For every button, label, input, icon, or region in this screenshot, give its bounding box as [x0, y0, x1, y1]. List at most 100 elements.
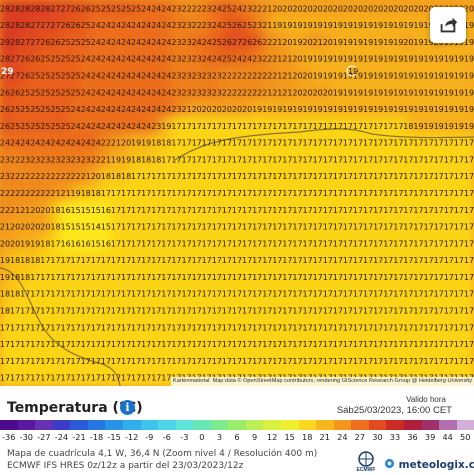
temperature-value-label: 17 — [262, 172, 272, 181]
temperature-cell — [412, 150, 425, 169]
temperature-cell — [412, 267, 425, 287]
temperature-value-label: 17 — [353, 340, 363, 349]
temperature-cell — [89, 166, 102, 186]
temperature-value-label: 17 — [222, 256, 232, 265]
temperature-value-label: 17 — [363, 290, 373, 299]
temperature-cell — [331, 32, 344, 52]
temperature-value-label: 17 — [192, 206, 202, 215]
temperature-value-label: 17 — [252, 172, 262, 181]
temperature-cell — [180, 301, 193, 320]
temperature-cell — [120, 116, 133, 136]
temperature-map[interactable]: 28 28 28 28 28 27 27 26 26 25 25 25 25 25 24 24 24 23 22 22… — [0, 0, 474, 386]
temperature-value-label: 17 — [454, 307, 464, 316]
temperature-value-label: 24 — [91, 55, 101, 64]
temperature-value-label: 26 — [50, 38, 60, 47]
info-icon[interactable]: i — [120, 400, 135, 415]
temperature-value-label: 15 — [71, 206, 81, 215]
temperature-cell — [150, 32, 163, 52]
temperature-cell — [392, 166, 405, 186]
temperature-cell — [372, 150, 385, 169]
temperature-value-label: 17 — [121, 256, 131, 265]
temperature-value-label: 17 — [313, 239, 323, 248]
color-scale-label: 9 — [251, 432, 258, 442]
temperature-value-label: 25 — [71, 88, 81, 97]
temperature-cell — [352, 351, 365, 371]
temperature-cell — [301, 234, 314, 253]
temperature-cell — [301, 317, 314, 337]
temperature-field — [0, 0, 474, 386]
temperature-cell — [432, 351, 445, 371]
temperature-cell — [49, 217, 62, 236]
temperature-value-label: 17 — [212, 307, 222, 316]
temperature-value-label: 17 — [413, 139, 423, 148]
temperature-value-label: 17 — [282, 206, 292, 215]
temperature-cell — [251, 133, 264, 153]
temperature-cell — [120, 183, 133, 203]
temperature-value-label: 19 — [444, 88, 454, 97]
color-scale-segment — [439, 420, 457, 430]
temperature-value-label: 19 — [363, 55, 373, 64]
temperature-cell — [372, 133, 385, 153]
temperature-cell — [251, 334, 264, 354]
temperature-value-label: 17 — [383, 122, 393, 131]
temperature-value-label: 23 — [202, 88, 212, 97]
temperature-value-label: 23 — [71, 155, 81, 164]
temperature-cell — [301, 166, 314, 186]
temperature-value-label: 17 — [192, 256, 202, 265]
temperature-cell — [372, 66, 385, 85]
temperature-value-label: 24 — [91, 139, 101, 148]
temperature-value-label: 17 — [141, 357, 151, 366]
temperature-value-label: 19 — [464, 38, 474, 47]
temperature-value-label: 17 — [373, 357, 383, 366]
temperature-cell — [301, 351, 314, 371]
meteologix-logo[interactable]: meteologix.com — [384, 458, 474, 471]
temperature-value-label: 17 — [313, 256, 323, 265]
temperature-value-label: 17 — [222, 273, 232, 282]
temperature-value-label: 17 — [363, 357, 373, 366]
color-scale-label: -30 — [19, 432, 34, 442]
temperature-value-label: 24 — [131, 122, 141, 131]
temperature-cell — [362, 150, 375, 169]
temperature-value-label: 17 — [202, 273, 212, 282]
temperature-value-label: 21 — [182, 105, 192, 114]
temperature-cell — [39, 284, 52, 304]
temperature-cell — [241, 200, 254, 220]
temperature-cell — [99, 368, 112, 386]
temperature-value-label: 17 — [464, 155, 474, 164]
temperature-cell — [261, 0, 274, 18]
temperature-cell — [9, 66, 22, 85]
temperature-value-label: 24 — [232, 55, 242, 64]
temperature-value-label: 17 — [303, 189, 313, 198]
temperature-value-label: 23 — [40, 155, 50, 164]
temperature-cell — [281, 284, 294, 304]
temperature-cell — [291, 334, 304, 354]
temperature-cell — [301, 334, 314, 354]
temperature-value-label: 17 — [222, 223, 232, 232]
temperature-cell — [160, 0, 173, 18]
temperature-cell — [130, 66, 143, 85]
temperature-cell — [422, 317, 435, 337]
temperature-value-label: 17 — [192, 340, 202, 349]
color-scale-label: -27 — [37, 432, 51, 442]
temperature-value-label: 17 — [333, 340, 343, 349]
temperature-cell — [442, 150, 455, 169]
temperature-value-label: 17 — [0, 357, 10, 366]
temperature-cell — [271, 284, 284, 304]
temperature-value-label: 19 — [424, 105, 434, 114]
temperature-value-label: 17 — [202, 239, 212, 248]
temperature-cell — [372, 183, 385, 203]
temperature-value-label: 22 — [222, 72, 232, 81]
temperature-cell — [311, 49, 324, 69]
temperature-value-label: 24 — [50, 139, 60, 148]
temperature-cell — [251, 267, 264, 287]
temperature-value-label: 17 — [242, 155, 252, 164]
temperature-value-label: 20 — [212, 105, 222, 114]
share-button[interactable] — [430, 7, 466, 43]
temperature-cell — [210, 82, 223, 102]
temperature-cell — [220, 32, 233, 52]
temperature-cell — [9, 15, 22, 35]
temperature-cell — [69, 15, 82, 35]
temperature-cell — [109, 116, 122, 136]
temperature-cell — [321, 116, 334, 136]
temperature-value-label: 17 — [40, 290, 50, 299]
